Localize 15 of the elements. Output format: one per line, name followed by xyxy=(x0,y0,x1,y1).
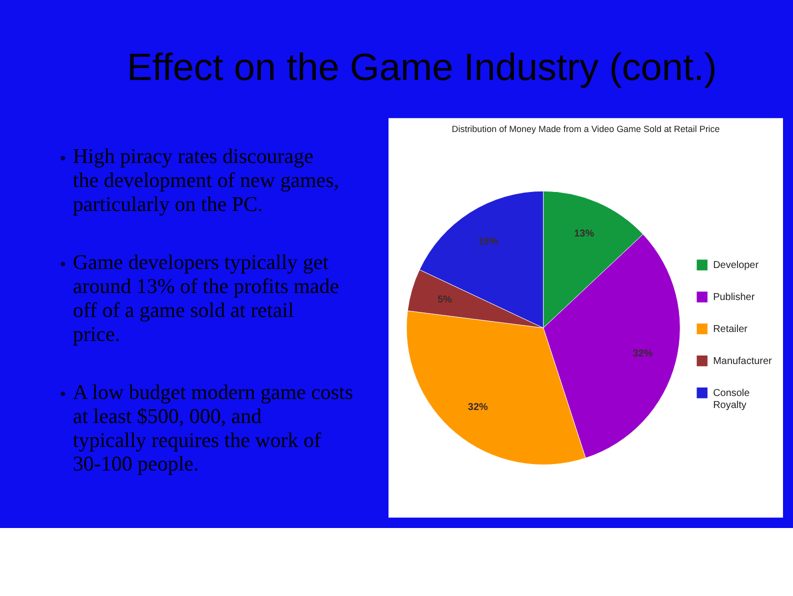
chart-title: Effect on the Game Industry (cont.) xyxy=(126,47,717,90)
text: High piracy rates discourage the development of new games, particularly on the PC. xyxy=(72,144,340,216)
data-label: 32% xyxy=(632,348,653,360)
data-label: 18% xyxy=(478,236,498,248)
legend-label: Retailer xyxy=(713,324,748,335)
legend-label: Console Royalty xyxy=(713,388,750,411)
data-label: 5% xyxy=(438,294,452,306)
data-label: 13% xyxy=(574,228,594,240)
text: Game developers typically get around 13% of the profits made off of a game sold at retail price. xyxy=(72,250,340,346)
legend-label: Publisher xyxy=(713,292,756,303)
text: A low budget modern game costs at least $500, 000, and typically requires the work of 30-100 people. xyxy=(72,380,354,476)
legend-label: Manufacturer xyxy=(713,356,773,367)
chart-subtitle: Distribution of Money Made from a Video Game Sold at Retail Price xyxy=(452,124,720,134)
legend-label: Developer xyxy=(713,260,760,271)
data-label: 32% xyxy=(468,402,488,413)
